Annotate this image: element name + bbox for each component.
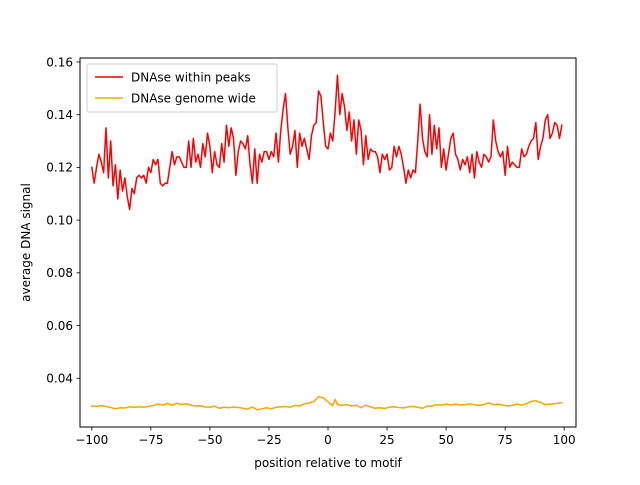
y-axis-label: average DNA signal	[19, 183, 33, 302]
y-tick-label: 0.14	[46, 108, 73, 122]
legend-label-dnase-within-peaks: DNAse within peaks	[131, 71, 251, 85]
x-tick-label: 100	[553, 433, 576, 447]
y-tick-label: 0.10	[46, 213, 73, 227]
series-layer	[90, 74, 563, 411]
legend: DNAse within peaks DNAse genome wide	[86, 63, 278, 113]
x-tick-label: 75	[498, 433, 513, 447]
series-line-dnase-genome-wide	[90, 395, 563, 411]
y-axis-ticks: 0.04 0.06 0.08 0.10 0.12 0.14 0.16	[46, 55, 80, 386]
y-tick-label: 0.08	[46, 266, 73, 280]
x-tick-label: −75	[138, 433, 163, 447]
x-tick-label: −25	[256, 433, 281, 447]
x-tick-label: 50	[438, 433, 453, 447]
x-tick-label: −100	[75, 433, 108, 447]
y-tick-label: 0.16	[46, 55, 73, 69]
y-tick-label: 0.06	[46, 319, 73, 333]
legend-label-dnase-genome-wide: DNAse genome wide	[131, 92, 256, 106]
x-axis-label: position relative to motif	[254, 456, 402, 470]
x-tick-label: −50	[197, 433, 222, 447]
axes-frame	[79, 57, 577, 428]
x-axis-ticks: −100 −75 −50 −25 0 25 50 75 100	[75, 427, 576, 447]
series-line-dnase-within-peaks	[90, 74, 563, 211]
x-tick-label: 0	[324, 433, 332, 447]
y-tick-label: 0.04	[46, 372, 73, 386]
x-tick-label: 25	[379, 433, 394, 447]
legend-box	[86, 63, 278, 113]
y-tick-label: 0.12	[46, 161, 73, 175]
